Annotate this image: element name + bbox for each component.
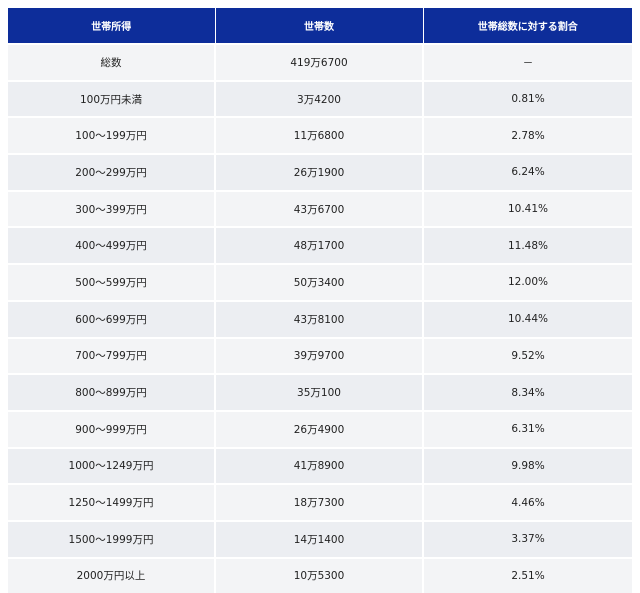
table-row: 2000万円以上10万53002.51%: [8, 558, 632, 593]
share-percent-cell: 9.52%: [423, 338, 632, 375]
share-percent-cell: 10.41%: [423, 191, 632, 228]
income-bracket-cell: 総数: [8, 44, 215, 81]
income-bracket-cell: 700～799万円: [8, 338, 215, 375]
income-bracket-cell: 500～599万円: [8, 264, 215, 301]
income-bracket-cell: 600～699万円: [8, 301, 215, 338]
household-count-cell: 26万1900: [215, 154, 423, 191]
share-percent-cell: 9.98%: [423, 448, 632, 485]
household-count-cell: 43万8100: [215, 301, 423, 338]
table-row: 200～299万円26万19006.24%: [8, 154, 632, 191]
table-row: 600～699万円43万810010.44%: [8, 301, 632, 338]
household-count-cell: 11万6800: [215, 117, 423, 154]
table-row: 1000～1249万円41万89009.98%: [8, 448, 632, 485]
table-header-row: 世帯所得 世帯数 世帯総数に対する割合: [8, 8, 632, 44]
share-percent-cell: －: [423, 44, 632, 81]
household-count-cell: 39万9700: [215, 338, 423, 375]
table-row: 300～399万円43万670010.41%: [8, 191, 632, 228]
header-household-count: 世帯数: [215, 8, 423, 44]
share-percent-cell: 11.48%: [423, 227, 632, 264]
household-count-cell: 48万1700: [215, 227, 423, 264]
share-percent-cell: 2.51%: [423, 558, 632, 593]
household-count-cell: 26万4900: [215, 411, 423, 448]
household-count-cell: 18万7300: [215, 484, 423, 521]
household-count-cell: 419万6700: [215, 44, 423, 81]
household-count-cell: 41万8900: [215, 448, 423, 485]
income-bracket-cell: 1000～1249万円: [8, 448, 215, 485]
income-bracket-cell: 200～299万円: [8, 154, 215, 191]
share-percent-cell: 12.00%: [423, 264, 632, 301]
household-count-cell: 10万5300: [215, 558, 423, 593]
table-row: 1250～1499万円18万73004.46%: [8, 484, 632, 521]
share-percent-cell: 8.34%: [423, 374, 632, 411]
table-row: 1500～1999万円14万14003.37%: [8, 521, 632, 558]
header-share-of-total: 世帯総数に対する割合: [423, 8, 632, 44]
share-percent-cell: 0.81%: [423, 81, 632, 118]
household-income-table: 世帯所得 世帯数 世帯総数に対する割合 総数419万6700－100万円未満3万…: [8, 8, 632, 593]
income-bracket-cell: 100～199万円: [8, 117, 215, 154]
household-count-cell: 14万1400: [215, 521, 423, 558]
income-bracket-cell: 100万円未満: [8, 81, 215, 118]
share-percent-cell: 10.44%: [423, 301, 632, 338]
income-table-container: 世帯所得 世帯数 世帯総数に対する割合 総数419万6700－100万円未満3万…: [8, 8, 632, 593]
income-bracket-cell: 400～499万円: [8, 227, 215, 264]
table-row: 100～199万円11万68002.78%: [8, 117, 632, 154]
household-count-cell: 50万3400: [215, 264, 423, 301]
share-percent-cell: 6.24%: [423, 154, 632, 191]
table-row: 700～799万円39万97009.52%: [8, 338, 632, 375]
share-percent-cell: 6.31%: [423, 411, 632, 448]
share-percent-cell: 2.78%: [423, 117, 632, 154]
income-bracket-cell: 1500～1999万円: [8, 521, 215, 558]
income-bracket-cell: 1250～1499万円: [8, 484, 215, 521]
table-row: 500～599万円50万340012.00%: [8, 264, 632, 301]
table-row: 900～999万円26万49006.31%: [8, 411, 632, 448]
income-bracket-cell: 300～399万円: [8, 191, 215, 228]
table-row: 400～499万円48万170011.48%: [8, 227, 632, 264]
table-row: 800～899万円35万1008.34%: [8, 374, 632, 411]
income-bracket-cell: 900～999万円: [8, 411, 215, 448]
household-count-cell: 43万6700: [215, 191, 423, 228]
share-percent-cell: 4.46%: [423, 484, 632, 521]
income-bracket-cell: 800～899万円: [8, 374, 215, 411]
income-bracket-cell: 2000万円以上: [8, 558, 215, 593]
header-household-income: 世帯所得: [8, 8, 215, 44]
household-count-cell: 3万4200: [215, 81, 423, 118]
table-row: 総数419万6700－: [8, 44, 632, 81]
share-percent-cell: 3.37%: [423, 521, 632, 558]
household-count-cell: 35万100: [215, 374, 423, 411]
table-row: 100万円未満3万42000.81%: [8, 81, 632, 118]
